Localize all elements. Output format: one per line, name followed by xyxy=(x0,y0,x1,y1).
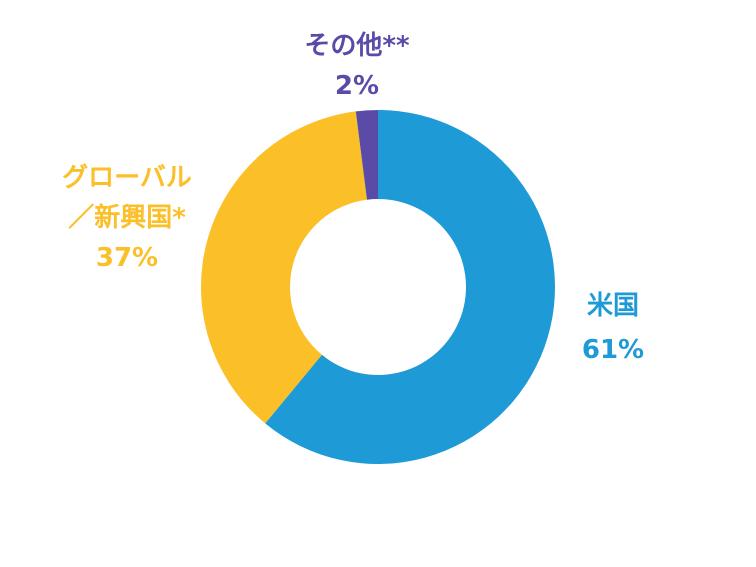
slice-value-us: 61% xyxy=(582,335,644,365)
slice-label-global-line1: グローバル xyxy=(62,163,192,193)
slice-value-other: 2% xyxy=(335,71,379,101)
slice-label-other: その他** xyxy=(304,31,410,61)
slice-other xyxy=(355,110,378,200)
slice-label-us: 米国 xyxy=(587,291,639,321)
slice-us xyxy=(265,110,555,464)
slice-global xyxy=(201,111,367,424)
donut-slices xyxy=(201,110,555,464)
slice-label-global-line2: ／新興国* xyxy=(68,202,186,233)
slice-value-global: 37% xyxy=(96,243,158,273)
